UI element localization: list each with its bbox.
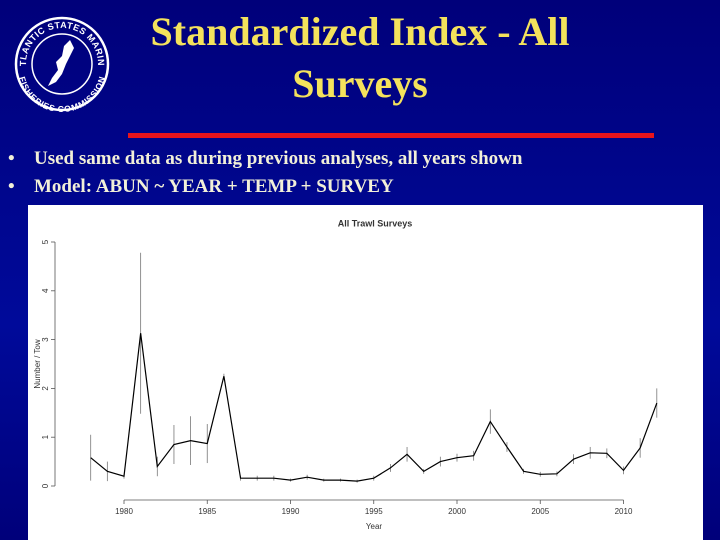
x-axis-label: Year: [366, 522, 383, 531]
x-tick-label: 1980: [115, 507, 133, 516]
x-tick-label: 1995: [365, 507, 383, 516]
logo: ATLANTIC STATES MARINE FISHERIES COMMISS…: [12, 12, 110, 112]
x-tick-label: 2000: [448, 507, 466, 516]
data-line: [90, 333, 658, 482]
y-tick-label: 4: [41, 288, 50, 293]
slide-title: Standardized Index - All Surveys: [150, 9, 570, 106]
logo-coast: [48, 40, 74, 86]
y-tick-label: 5: [41, 239, 50, 244]
logo-inner-ring: [31, 33, 93, 95]
y-tick-label: 3: [41, 337, 50, 342]
title-rule: [128, 133, 654, 138]
bullet-text: Used same data as during previous analys…: [34, 148, 523, 169]
x-tick-label: 1990: [282, 507, 300, 516]
bullet-text: Model: ABUN ~ YEAR + TEMP + SURVEY: [34, 176, 394, 197]
bullet-item: • Model: ABUN ~ YEAR + TEMP + SURVEY: [8, 176, 394, 197]
y-axis-label: Number / Tow: [33, 339, 42, 388]
bullet-item: • Used same data as during previous analy…: [8, 148, 523, 169]
y-tick-label: 2: [41, 386, 50, 391]
x-tick-label: 2010: [615, 507, 633, 516]
y-tick-label: 1: [41, 434, 50, 439]
chart-background: [28, 205, 703, 540]
x-tick-label: 1985: [198, 507, 216, 516]
chart-title: All Trawl Surveys: [338, 218, 413, 228]
x-tick-label: 2005: [531, 507, 549, 516]
logo-ring: [14, 16, 110, 112]
y-tick-label: 0: [41, 483, 50, 488]
